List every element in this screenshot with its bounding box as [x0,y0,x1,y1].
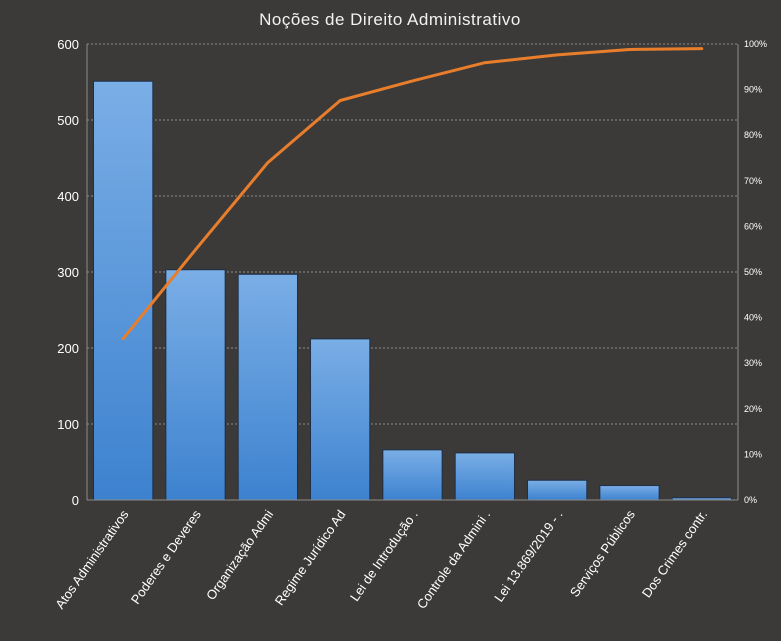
x-tick-label: Dos Crimes contr. [639,507,711,600]
x-tick-label: Atos Administrativos [52,507,132,612]
y-tick-label: 400 [57,189,79,204]
bar [382,449,443,501]
y2-tick-label: 20% [744,404,762,414]
x-tick-label: Organização Admi [203,507,276,603]
bar [527,479,588,501]
y-tick-label: 500 [57,113,79,128]
x-tick-label: Serviços Públicos [567,507,638,600]
line-layer [121,47,704,341]
y2-tick-label: 70% [744,176,762,186]
bar [454,452,515,501]
bar [93,80,154,501]
y-tick-label: 100 [57,417,79,432]
x-tick-label: Controle da Admini . [414,507,493,612]
y2-tick-label: 50% [744,267,762,277]
right-axis: 0% 10% 20% 30% 40% 50% 60% 70% 80% 90% 100% [737,39,767,505]
bar [237,273,298,501]
y2-tick-label: 0% [744,495,757,505]
x-tick-label: Regime Jurídico Ad [272,507,349,608]
bar-layer [93,80,732,501]
cumulative-line [121,47,704,341]
y-tick-label: 600 [57,37,79,52]
y-tick-label: 200 [57,341,79,356]
bar [310,338,371,501]
y2-tick-label: 60% [744,221,762,231]
left-axis: 0 100 200 300 400 500 600 [57,37,738,508]
x-tick-label: Lei 13.869/2019 - . [491,507,565,604]
y2-tick-label: 80% [744,130,762,140]
y-tick-label: 0 [72,493,79,508]
bar [599,485,660,501]
y-tick-label: 300 [57,265,79,280]
chart-title: Noções de Direito Administrativo [259,10,521,29]
y2-tick-label: 30% [744,358,762,368]
y2-tick-label: 90% [744,85,762,95]
x-tick-label: Lei de Introdução . [347,507,421,604]
x-tick-label: Poderes e Deveres [128,507,204,607]
y2-tick-label: 40% [744,313,762,323]
bar [165,269,226,501]
y2-tick-label: 100% [744,39,767,49]
y2-tick-label: 10% [744,449,762,459]
